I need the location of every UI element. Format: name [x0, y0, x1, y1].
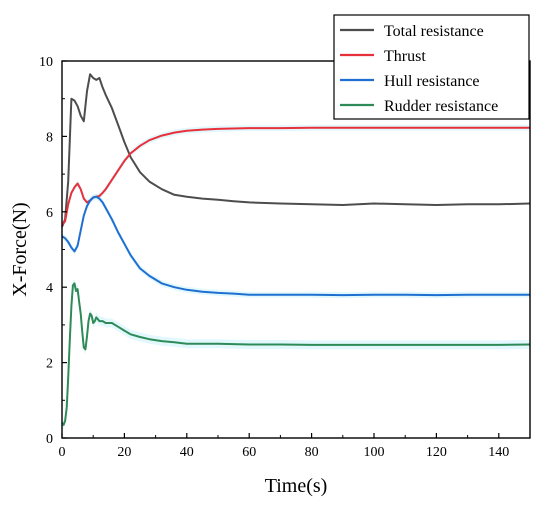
legend-box	[333, 14, 530, 120]
y-axis-ticks: 0 2 4 6 8 10	[39, 55, 67, 447]
band-3	[62, 278, 530, 430]
legend-label-2: Hull resistance	[384, 73, 480, 90]
series-line-1	[61, 126, 530, 226]
x-tick-label: 0	[59, 445, 66, 460]
legend-label-1: Thrust	[384, 48, 426, 65]
legend-label-0: Total resistance	[384, 23, 484, 40]
confidence-bands	[62, 124, 530, 430]
series-line-2	[61, 195, 530, 297]
x-tick-label: 100	[364, 445, 385, 460]
y-tick-label: 10	[39, 55, 53, 70]
x-tick-label: 20	[117, 445, 131, 460]
series-line-0	[61, 73, 531, 228]
x-tick-label: 40	[180, 445, 194, 460]
y-tick-label: 8	[46, 130, 53, 145]
x-tick-label: 120	[426, 445, 447, 460]
series-lines	[61, 73, 531, 426]
y-tick-label: 2	[46, 357, 53, 372]
series-line-3	[61, 282, 531, 426]
x-tick-label: 140	[488, 445, 509, 460]
x-tick-label: 60	[242, 445, 256, 460]
y-tick-label: 4	[46, 281, 53, 296]
x-tick-label: 80	[305, 445, 319, 460]
band-1	[62, 124, 530, 228]
band-2	[62, 193, 530, 299]
y-tick-label: 6	[46, 206, 53, 221]
legend: Total resistance Thrust Hull resistance Rud…	[333, 14, 530, 120]
x-axis-label: Time(s)	[265, 475, 328, 497]
y-axis-label: X-Force(N)	[9, 202, 31, 296]
y-tick-label: 0	[46, 432, 53, 447]
legend-label-3: Rudder resistance	[384, 98, 498, 115]
x-axis-ticks: 0 20 40 60 80 100 120 140	[59, 433, 509, 460]
